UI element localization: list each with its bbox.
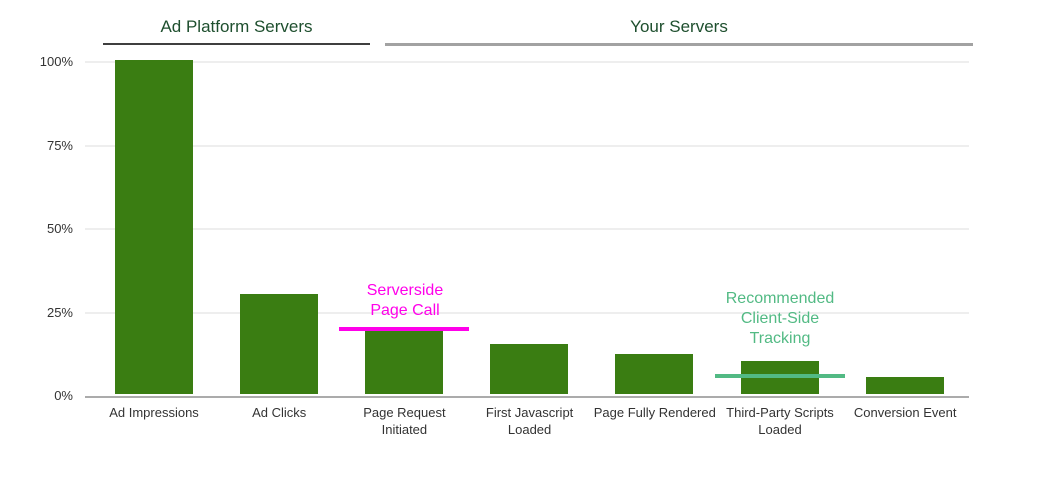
section-header-label: Ad Platform Servers — [160, 17, 313, 36]
annotation-line-serverside-page-call — [339, 327, 469, 332]
bar-first-javascript-loaded — [490, 343, 569, 394]
gridline — [85, 144, 969, 147]
x-axis-category-label: Conversion Event — [853, 405, 957, 420]
gridline — [85, 228, 969, 230]
x-axis-category-label: Page Request Initiated — [363, 405, 446, 437]
x-axis-category-label: Page Fully Rendered — [593, 405, 716, 420]
x-axis-baseline — [85, 396, 969, 398]
gridline — [85, 311, 969, 314]
y-axis-tick-label: 100% — [39, 54, 73, 69]
bar-ad-clicks — [239, 293, 318, 394]
y-axis-tick-label: 50% — [46, 221, 73, 236]
section-header-label: Your Servers — [630, 17, 728, 36]
bar-page-request-initiated — [365, 327, 443, 394]
y-axis-tick-label: 0% — [54, 388, 73, 403]
section-header-your-servers: Your Servers — [385, 16, 973, 46]
bar-page-fully-rendered — [615, 353, 694, 394]
x-axis-category-label: Ad Clicks — [252, 405, 307, 420]
y-axis-tick-label: 75% — [46, 137, 73, 153]
annotation-line-recommended-client-side-tracking — [714, 373, 845, 378]
section-header-ad-platform-servers: Ad Platform Servers — [103, 16, 370, 45]
bar-conversion-event — [865, 377, 944, 394]
plot-area — [85, 60, 969, 398]
x-axis-category-label: Ad Impressions — [109, 405, 199, 420]
bar-ad-impressions — [114, 60, 193, 394]
annotation-recommended-client-side-tracking: Recommended Client-Side Tracking — [725, 290, 835, 347]
annotation-serverside-page-call: Serverside Page Call — [366, 282, 444, 319]
x-axis-category-label: First Javascript Loaded — [485, 405, 574, 437]
x-axis-category-label: Third-Party Scripts Loaded — [726, 405, 834, 437]
gridline — [85, 61, 969, 63]
y-axis-tick-label: 25% — [46, 304, 73, 320]
